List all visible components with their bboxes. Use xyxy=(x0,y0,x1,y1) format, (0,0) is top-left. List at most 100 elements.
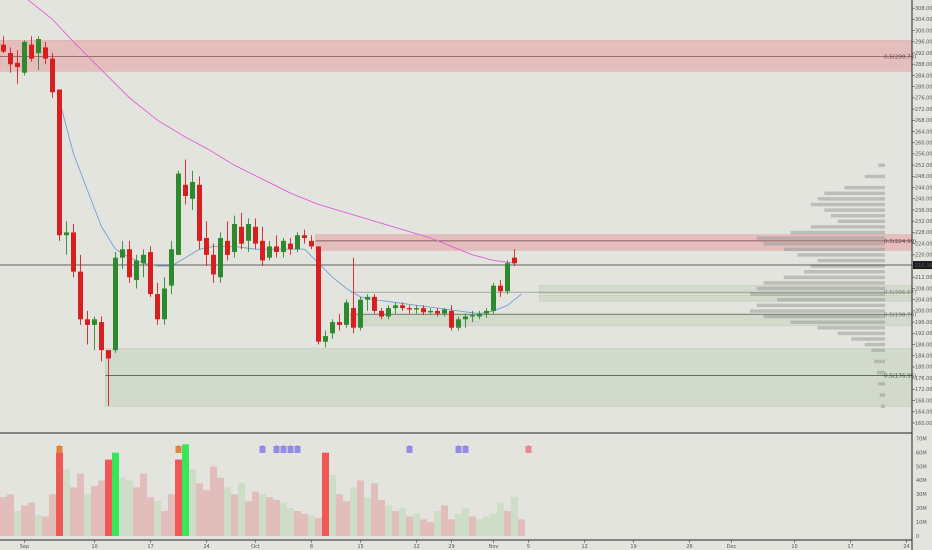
volume-bar xyxy=(245,501,252,536)
profile-bar xyxy=(864,174,885,179)
candle[interactable] xyxy=(505,260,510,295)
candle[interactable] xyxy=(253,218,258,250)
candle[interactable] xyxy=(176,170,181,255)
candle-body xyxy=(120,249,125,258)
volume-bar xyxy=(56,452,63,536)
candle[interactable] xyxy=(239,212,244,250)
candle[interactable] xyxy=(148,246,153,297)
candle[interactable] xyxy=(498,280,503,297)
candle[interactable] xyxy=(218,232,223,283)
candle[interactable] xyxy=(316,246,321,345)
profile-bar xyxy=(874,359,885,364)
candle[interactable] xyxy=(295,232,300,253)
candle-body xyxy=(358,299,363,328)
candle[interactable] xyxy=(365,294,370,311)
candle[interactable] xyxy=(449,305,454,331)
candle[interactable] xyxy=(477,310,482,320)
candle[interactable] xyxy=(71,224,76,278)
volume-bar xyxy=(126,480,133,536)
candle[interactable] xyxy=(162,277,167,325)
candle[interactable] xyxy=(36,36,41,70)
volume-tick-label: 50M xyxy=(916,464,927,470)
signal-markers xyxy=(56,444,532,453)
candle[interactable] xyxy=(22,40,27,76)
candle[interactable] xyxy=(127,240,132,283)
candle[interactable] xyxy=(64,221,69,255)
level-label: 0.5(206.67) xyxy=(884,290,916,296)
marker-arrow xyxy=(282,444,285,447)
candle[interactable] xyxy=(379,308,384,320)
candle-body xyxy=(323,336,328,342)
candle-body xyxy=(393,305,398,309)
candle[interactable] xyxy=(232,215,237,258)
candle[interactable] xyxy=(29,36,34,62)
time-tick-label: 29 xyxy=(448,544,454,550)
candle[interactable] xyxy=(484,308,489,318)
candle[interactable] xyxy=(246,218,251,253)
price-tick-label: 180.00 xyxy=(915,365,932,371)
candle[interactable] xyxy=(302,229,307,244)
candle[interactable] xyxy=(57,89,62,241)
candle-body xyxy=(435,310,440,314)
candle[interactable] xyxy=(372,294,377,314)
candle[interactable] xyxy=(43,41,48,65)
candle[interactable] xyxy=(386,305,391,320)
candle[interactable] xyxy=(274,235,279,258)
candle[interactable] xyxy=(288,238,293,255)
candle[interactable] xyxy=(470,310,475,323)
candle[interactable] xyxy=(400,302,405,311)
time-tick-label: Dec xyxy=(727,544,737,550)
candle[interactable] xyxy=(435,308,440,317)
candle[interactable] xyxy=(309,235,314,250)
candle[interactable] xyxy=(463,313,468,328)
candle[interactable] xyxy=(197,176,202,250)
candle[interactable] xyxy=(421,305,426,316)
candle[interactable] xyxy=(323,330,328,348)
marker-arrow xyxy=(527,444,530,447)
candle[interactable] xyxy=(190,170,195,210)
volume-bar xyxy=(112,452,119,536)
candle[interactable] xyxy=(120,240,125,269)
candle[interactable] xyxy=(141,249,146,278)
candle[interactable] xyxy=(1,36,6,54)
candle[interactable] xyxy=(351,257,356,334)
candle[interactable] xyxy=(211,243,216,283)
candle[interactable] xyxy=(428,308,433,314)
candle[interactable] xyxy=(225,221,230,261)
candle[interactable] xyxy=(393,302,398,314)
candle[interactable] xyxy=(106,350,111,407)
candle[interactable] xyxy=(169,240,174,295)
candle[interactable] xyxy=(113,252,118,353)
candle[interactable] xyxy=(442,308,447,317)
profile-bar xyxy=(810,202,885,207)
candle[interactable] xyxy=(92,316,97,351)
candles[interactable] xyxy=(1,36,517,407)
candle[interactable] xyxy=(358,296,363,331)
candle[interactable] xyxy=(337,313,342,331)
candle[interactable] xyxy=(512,249,517,267)
candle[interactable] xyxy=(281,238,286,258)
candle[interactable] xyxy=(456,316,461,331)
price-levels: 0.5(290.73) 0.5(224.99) 0.5(206.67) 0.5(198… xyxy=(0,55,916,379)
candle[interactable] xyxy=(407,305,412,314)
candle[interactable] xyxy=(330,319,335,339)
price-tick-label: 184.00 xyxy=(915,354,932,360)
candle[interactable] xyxy=(78,254,83,325)
candle[interactable] xyxy=(134,254,139,289)
candle[interactable] xyxy=(414,305,419,314)
candle[interactable] xyxy=(50,53,55,98)
candle[interactable] xyxy=(267,240,272,261)
price-tick-label: 232.00 xyxy=(915,219,932,225)
candle[interactable] xyxy=(204,221,209,267)
candle[interactable] xyxy=(344,299,349,328)
candle[interactable] xyxy=(99,316,104,362)
candle[interactable] xyxy=(15,50,20,84)
candle[interactable] xyxy=(183,159,188,205)
candle[interactable] xyxy=(85,310,90,345)
candle[interactable] xyxy=(155,282,160,325)
candle[interactable] xyxy=(260,226,265,267)
candle[interactable] xyxy=(491,282,496,314)
candle[interactable] xyxy=(8,47,13,73)
volume-bar xyxy=(364,497,371,536)
